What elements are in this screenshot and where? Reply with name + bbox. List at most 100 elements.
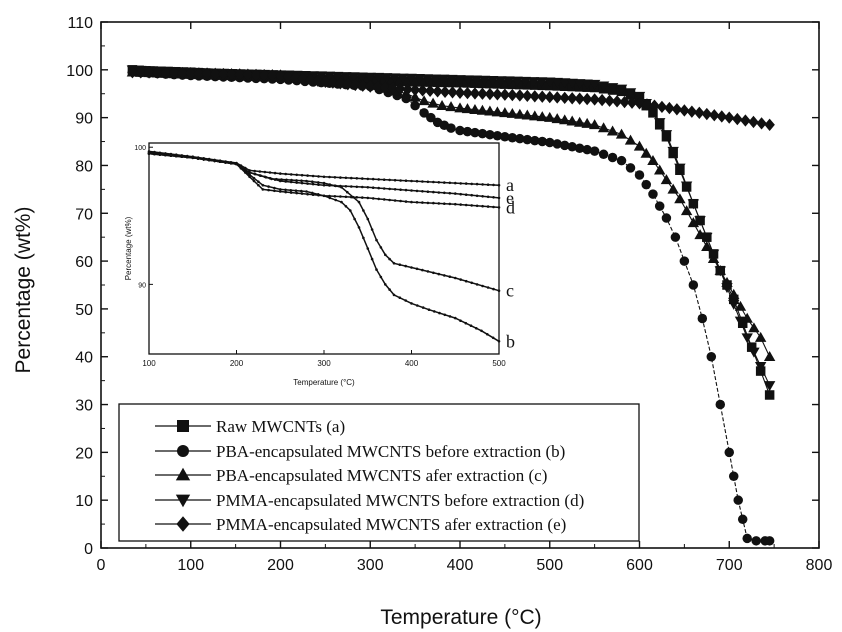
inset-data-point: [344, 195, 348, 199]
data-point: [419, 108, 429, 118]
inset-data-point: [370, 228, 374, 231]
data-point: [764, 536, 775, 546]
data-point: [462, 75, 474, 86]
inset-data-point: [300, 173, 304, 177]
data-point: [350, 78, 361, 92]
data-point: [574, 143, 585, 153]
data-point: [135, 66, 146, 79]
data-point: [445, 101, 457, 112]
inset-x-tick-label: 200: [230, 359, 244, 368]
data-point: [380, 73, 393, 84]
data-point: [741, 312, 753, 323]
x-tick-label: 800: [806, 557, 833, 574]
data-point: [748, 115, 759, 129]
inset-end-label: e: [506, 188, 514, 208]
inset-data-point: [306, 192, 309, 196]
inset-data-point: [415, 267, 419, 271]
inset-data-point: [377, 186, 381, 190]
inset-data-point: [448, 315, 452, 318]
y-tick-label: 0: [84, 541, 93, 558]
data-point: [535, 77, 548, 88]
inset-end-label: b: [506, 331, 515, 351]
inset-data-point: [317, 175, 320, 178]
data-point: [469, 87, 481, 100]
inset-data-point: [371, 186, 375, 189]
data-point: [661, 213, 672, 223]
inset-data-point: [491, 336, 495, 340]
data-point: [379, 81, 391, 94]
data-point: [619, 95, 630, 109]
data-point: [751, 536, 761, 546]
data-point: [484, 105, 496, 116]
inset-data-point: [404, 179, 408, 182]
inset-data-point: [322, 194, 326, 198]
inset-data-point: [239, 165, 243, 169]
data-point: [582, 144, 592, 155]
inset-data-point: [213, 159, 216, 163]
inset-data-point: [448, 181, 452, 185]
data-point: [647, 154, 659, 165]
inset-data-point: [186, 155, 189, 159]
inset-data-point: [295, 181, 299, 184]
data-point: [340, 72, 352, 83]
inset-data-point: [268, 171, 272, 174]
inset-data-point: [415, 179, 419, 183]
inset-data-point: [263, 170, 267, 174]
data-point: [552, 91, 563, 104]
data-point: [544, 77, 556, 88]
inset-data-point: [382, 198, 386, 201]
inset-data-point: [294, 189, 298, 192]
data-point: [218, 67, 229, 81]
inset-data-point: [361, 196, 364, 199]
y-tick-label: 80: [75, 158, 93, 175]
inset-data-point: [437, 202, 441, 205]
inset-data-point: [433, 310, 436, 313]
inset-data-point: [295, 191, 299, 195]
inset-data-point: [311, 182, 315, 186]
inset-data-point: [258, 170, 262, 173]
inset-x-tick-label: 500: [492, 359, 506, 368]
data-point: [357, 79, 368, 92]
inset-data-point: [295, 173, 299, 177]
inset-data-point: [404, 188, 408, 192]
inset-data-point: [261, 183, 265, 187]
y-tick-label: 10: [75, 493, 93, 510]
inset-data-point: [273, 171, 277, 175]
inset-data-point: [284, 188, 287, 192]
data-point: [721, 283, 733, 294]
inset-data-point: [388, 257, 391, 261]
legend-item: PMMA-encapsulated MWCNTS afer extraction…: [155, 515, 566, 534]
inset-data-point: [377, 197, 381, 201]
inset-data-point: [438, 311, 441, 315]
inset-data-point: [464, 193, 468, 196]
inset-data-point: [268, 176, 272, 180]
data-point: [250, 68, 262, 82]
data-point: [348, 72, 360, 83]
inset-series-e: e: [147, 151, 514, 208]
legend-item: PBA-encapsulated MWCNTS before extractio…: [155, 442, 565, 461]
inset-data-point: [492, 196, 495, 199]
data-point: [454, 86, 466, 99]
legend-label: PBA-encapsulated MWCNTS afer extraction …: [216, 466, 547, 485]
inset-data-point: [229, 162, 233, 165]
inset-data-point: [492, 183, 495, 187]
data-point: [342, 77, 354, 91]
data-point: [671, 103, 683, 116]
inset-data-point: [464, 182, 468, 185]
data-point: [425, 77, 435, 87]
data-point: [394, 82, 406, 95]
inset-data-point: [244, 168, 247, 171]
data-point: [530, 135, 540, 146]
inset-data-point: [426, 190, 430, 193]
inset-data-point: [322, 183, 326, 187]
inset-data-point: [459, 203, 463, 206]
inset-data-point: [481, 195, 484, 198]
legend-marker: [175, 467, 191, 481]
data-point: [667, 183, 679, 194]
data-point: [193, 67, 205, 80]
inset-data-point: [432, 190, 435, 194]
inset-data-point: [289, 173, 293, 176]
inset-data-point: [410, 189, 413, 192]
inset-data-point: [497, 289, 501, 293]
inset-data-point: [432, 180, 435, 184]
